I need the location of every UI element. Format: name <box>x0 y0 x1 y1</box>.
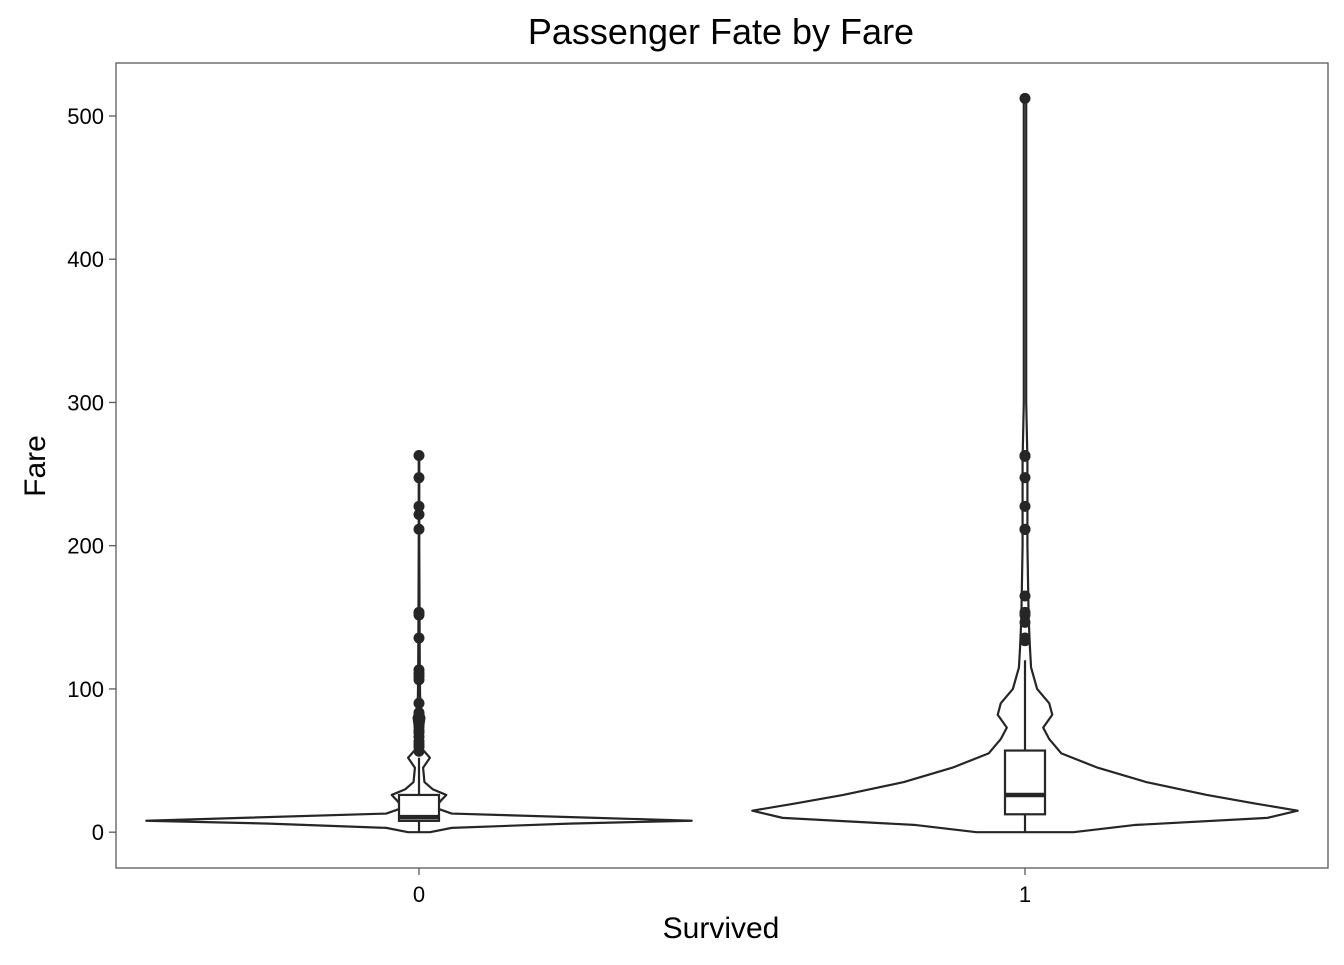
outlier-point <box>413 697 425 709</box>
outlier-point <box>1019 606 1031 618</box>
outlier-point <box>413 472 425 484</box>
chart-title: Passenger Fate by Fare <box>528 11 914 52</box>
violin-layer <box>145 92 1299 834</box>
plot-panel <box>115 62 1329 869</box>
outlier-point <box>413 664 425 676</box>
outlier-point <box>1019 449 1031 461</box>
outlier-point <box>413 606 425 618</box>
violin-group-0 <box>145 449 693 834</box>
outlier-point <box>413 632 425 644</box>
outlier-point <box>1019 92 1031 104</box>
y-tick-label: 300 <box>67 390 104 415</box>
y-axis: 0 100 200 300 400 500 <box>67 104 116 845</box>
outlier-point <box>413 508 425 520</box>
x-tick-label: 0 <box>413 882 425 907</box>
y-tick-label: 500 <box>67 104 104 129</box>
outlier-point <box>1019 632 1031 644</box>
x-axis-title: Survived <box>663 912 780 945</box>
outlier-point <box>413 523 425 535</box>
y-tick-label: 100 <box>67 677 104 702</box>
outlier-point <box>1019 590 1031 602</box>
y-tick-label: 0 <box>92 820 104 845</box>
box-iqr <box>1003 749 1047 816</box>
outlier-point <box>1019 500 1031 512</box>
outlier-point <box>1019 472 1031 484</box>
violin-group-1 <box>751 92 1299 834</box>
y-axis-title: Fare <box>19 435 52 497</box>
outlier-point <box>413 500 425 512</box>
outlier-point <box>1019 523 1031 535</box>
y-tick-label: 400 <box>67 247 104 272</box>
x-tick-label: 1 <box>1019 882 1031 907</box>
outlier-point <box>413 707 425 719</box>
outlier-point <box>413 449 425 461</box>
y-tick-label: 200 <box>67 534 104 559</box>
